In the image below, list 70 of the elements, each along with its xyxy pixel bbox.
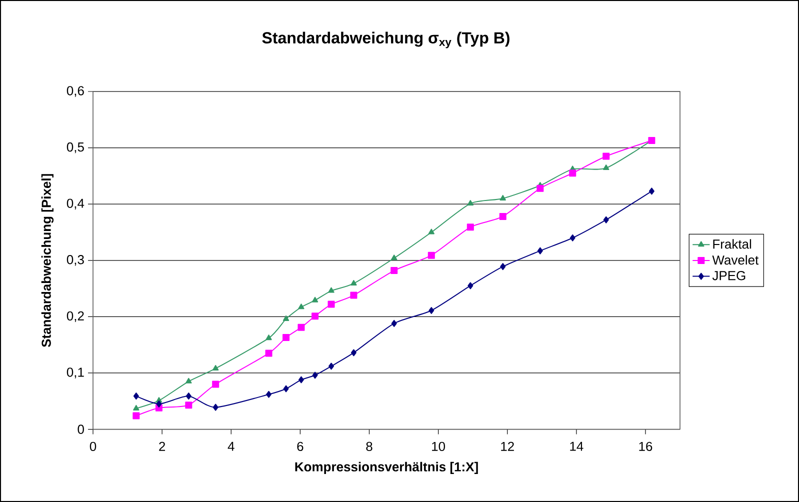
point [266,334,272,340]
point [500,194,506,200]
point [312,372,318,379]
point [212,404,218,411]
y-tick-label: 0,2 [66,311,84,322]
point [602,152,610,160]
y-tick-label: 0,5 [66,142,84,154]
point [298,304,304,310]
point [391,254,398,260]
point [186,392,192,400]
point [466,224,474,231]
point [328,287,334,293]
point [298,376,304,384]
x-tick-label: 16 [639,442,652,452]
point [132,412,140,420]
point [500,263,506,270]
point [185,402,192,409]
point [468,282,474,290]
point [390,267,398,274]
point [350,349,356,356]
point [282,334,290,342]
chart-title: Standardabweichung σ$_{xy}$ (Typ B) [262,32,510,48]
point [428,306,434,314]
point [350,280,357,286]
y-tick-label: 0 [78,424,84,434]
point [328,362,334,370]
x-tick-label: 2 [159,442,166,451]
legend-label: Fraktal [713,239,752,249]
x-tick-label: 10 [432,442,446,452]
point [283,385,289,392]
point [536,184,544,192]
point [328,300,335,308]
y-tick-label: 0,1 [66,368,84,378]
legend-label: JPEG [712,271,746,280]
point [648,188,654,195]
x-tick-label: 0 [90,442,96,452]
point [603,164,610,170]
point [312,296,318,302]
point [266,390,272,398]
x-tick-label: 6 [297,442,304,452]
x-tick-label: 14 [570,442,584,451]
point [537,247,543,254]
point [499,212,506,220]
point [133,392,139,400]
x-tick-label: 4 [228,442,234,451]
point [133,404,140,410]
y-tick-label: 0,3 [66,255,84,266]
point [428,228,434,234]
point [428,252,435,259]
point [212,380,220,388]
point [312,312,319,320]
point [467,200,474,206]
x-tick-label: 12 [501,442,514,451]
point [212,364,219,370]
point [569,170,576,177]
x-tick-label: 8 [366,442,372,452]
point [265,350,272,357]
y-axis-title: Standardabweichung [Pixel] [41,174,54,348]
y-tick-label: 0,4 [66,198,84,210]
point [603,216,609,224]
point [186,378,192,384]
y-tick-label: 0,6 [66,86,84,97]
legend-label: Wavelet [712,255,759,265]
point [282,315,290,321]
point [350,292,358,299]
x-axis-title: Kompressionsverhältnis [1:X] [295,462,478,474]
point [298,324,305,331]
point [156,400,162,408]
point [391,320,397,327]
point [570,234,576,242]
